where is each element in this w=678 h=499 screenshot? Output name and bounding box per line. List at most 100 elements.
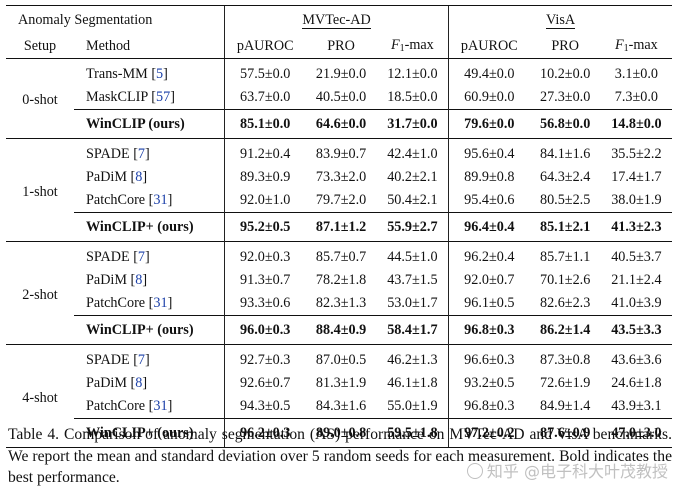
value-cell: 97.2±0.2	[448, 418, 530, 448]
value-cell: 82.6±2.3	[539, 295, 591, 312]
value-cell: 87.0±0.5	[305, 344, 377, 372]
method-cell: PatchCore [31]	[86, 192, 173, 209]
value-cell: 43.5±3.3	[600, 315, 672, 345]
col-header-metric: pAUROC	[448, 34, 530, 59]
method-cell: PaDiM [8]	[86, 169, 148, 186]
value-cell: 96.0±0.3	[224, 315, 306, 345]
method-cell: WinCLIP (ours)	[74, 109, 225, 139]
value-cell: 24.6±1.8	[611, 375, 662, 392]
citation-link[interactable]: 7	[137, 146, 146, 163]
value-cell: 44.5±1.0	[376, 241, 449, 269]
value-cell: 46.1±1.8	[387, 375, 438, 392]
value-cell: 95.6±0.4	[448, 138, 530, 166]
col-header-method: Method	[74, 34, 225, 59]
value-cell: 87.3±0.8	[529, 344, 601, 372]
value-cell: 14.8±0.0	[600, 109, 672, 139]
value-cell: 41.0±3.9	[611, 295, 662, 312]
table-row: PatchCore [31] 93.3±0.6 82.3±1.3 53.0±1.7 96…	[6, 292, 672, 316]
table-caption: Table 4. Comparison of anomaly segmentat…	[8, 426, 672, 486]
col-header-setup: Setup	[6, 34, 74, 59]
setup-label: 0-shot	[22, 92, 58, 109]
table-row-ours: WinCLIP+ (ours) 95.2±0.5 87.1±1.2 55.9±2.7 9…	[6, 212, 672, 242]
value-cell: 57.5±0.0	[224, 58, 306, 86]
corner-label: Anomaly Segmentation	[6, 5, 225, 34]
method-cell: WinCLIP+ (ours)	[74, 212, 225, 242]
value-cell: 38.0±1.9	[611, 192, 662, 209]
value-cell: 85.7±0.7	[305, 241, 377, 269]
value-cell: 96.8±0.3	[448, 395, 530, 419]
value-cell: 7.3±0.0	[614, 89, 658, 106]
value-cell: 92.6±0.7	[224, 372, 306, 395]
col-header-metric: pAUROC	[224, 34, 306, 59]
citation-link[interactable]: 8	[135, 375, 143, 392]
value-cell: 89.0±0.8	[305, 418, 377, 448]
value-cell: 49.4±0.0	[448, 58, 530, 86]
method-cell: Trans-MM [5]	[86, 66, 168, 83]
value-cell: 59.5±1.8	[376, 418, 449, 448]
table-row-ours: WinCLIP+ (ours) 96.2±0.3 89.0±0.8 59.5±1.8 9…	[6, 418, 672, 448]
col-header-metric-f1: F1-max	[376, 34, 449, 59]
method-cell: SPADE [7]	[74, 241, 225, 269]
value-cell: 27.3±0.0	[539, 89, 591, 106]
citation-link[interactable]: 57	[156, 89, 171, 106]
col-header-metric: PRO	[305, 34, 377, 59]
value-cell: 96.4±0.4	[448, 212, 530, 242]
table-row: MaskCLIP [57] 63.7±0.0 40.5±0.0 18.5±0.0 60.…	[6, 86, 672, 110]
value-cell: 70.1±2.6	[539, 272, 591, 289]
value-cell: 56.8±0.0	[529, 109, 601, 139]
header-row-metrics: Setup Method pAUROC PRO F1-max pAUROC PR…	[6, 34, 672, 59]
table-row-ours: WinCLIP+ (ours) 96.0±0.3 88.4±0.9 58.4±1.7 9…	[6, 315, 672, 345]
value-cell: 88.4±0.9	[305, 315, 377, 345]
value-cell: 53.0±1.7	[387, 295, 438, 312]
citation-link[interactable]: 5	[156, 66, 164, 83]
value-cell: 92.7±0.3	[224, 344, 306, 372]
setup-label: 1-shot	[6, 138, 74, 242]
value-cell: 83.9±0.7	[305, 138, 377, 166]
method-cell: SPADE [7]	[74, 344, 225, 372]
value-cell: 55.9±2.7	[376, 212, 449, 242]
method-cell: WinCLIP+ (ours)	[74, 315, 225, 345]
value-cell: 40.5±0.0	[315, 89, 367, 106]
value-cell: 85.1±2.1	[529, 212, 601, 242]
dataset-header-visa: VisA	[448, 5, 672, 34]
value-cell: 91.2±0.4	[224, 138, 306, 166]
setup-label: 2-shot	[6, 241, 74, 345]
value-cell: 46.2±1.3	[376, 344, 449, 372]
value-cell: 89.3±0.9	[224, 166, 306, 189]
citation-link[interactable]: 7	[137, 249, 146, 266]
value-cell: 35.5±2.2	[600, 138, 672, 166]
table-row: PaDiM [8] 92.6±0.7 81.3±1.9 46.1±1.8 93.2±0.…	[6, 372, 672, 395]
table-row: PatchCore [31] 94.3±0.5 84.3±1.6 55.0±1.9 96…	[6, 395, 672, 419]
method-cell: PaDiM [8]	[86, 375, 148, 392]
value-cell: 86.2±1.4	[529, 315, 601, 345]
value-cell: 47.0±3.0	[600, 418, 672, 448]
table-row: 2-shot SPADE [7] 92.0±0.3 85.7±0.7 44.5±1.0 9…	[6, 241, 672, 345]
col-header-metric-f1: F1-max	[600, 34, 672, 59]
value-cell: 40.5±3.7	[600, 241, 672, 269]
value-cell: 18.5±0.0	[387, 89, 438, 106]
citation-link[interactable]: 7	[137, 352, 146, 369]
value-cell: 41.3±2.3	[600, 212, 672, 242]
value-cell: 55.0±1.9	[387, 398, 438, 415]
value-cell: 89.9±0.8	[448, 166, 530, 189]
dataset-header-mvtec: MVTec-AD	[223, 5, 449, 34]
citation-link[interactable]: 31	[153, 192, 168, 209]
table-row: 1-shot SPADE [7] 91.2±0.4 83.9±0.7 42.4±1.0 9…	[6, 138, 672, 242]
citation-link[interactable]: 31	[153, 398, 168, 415]
value-cell: 40.2±2.1	[387, 169, 438, 186]
value-cell: 72.6±1.9	[539, 375, 591, 392]
method-cell: PaDiM [8]	[86, 272, 148, 289]
header-row-datasets: Anomaly Segmentation MVTec-AD VisA	[6, 5, 672, 34]
value-cell: 96.1±0.5	[448, 292, 530, 316]
table-row: PaDiM [8] 89.3±0.9 73.3±2.0 40.2±2.1 89.9±0.…	[6, 166, 672, 189]
method-cell: PatchCore [31]	[86, 295, 173, 312]
value-cell: 79.6±0.0	[448, 109, 530, 139]
value-cell: 43.6±3.6	[600, 344, 672, 372]
value-cell: 43.9±3.1	[611, 398, 662, 415]
value-cell: 64.3±2.4	[539, 169, 591, 186]
citation-link[interactable]: 8	[135, 272, 143, 289]
value-cell: 92.0±1.0	[224, 189, 306, 213]
value-cell: 3.1±0.0	[614, 66, 658, 83]
citation-link[interactable]: 8	[135, 169, 143, 186]
citation-link[interactable]: 31	[153, 295, 168, 312]
